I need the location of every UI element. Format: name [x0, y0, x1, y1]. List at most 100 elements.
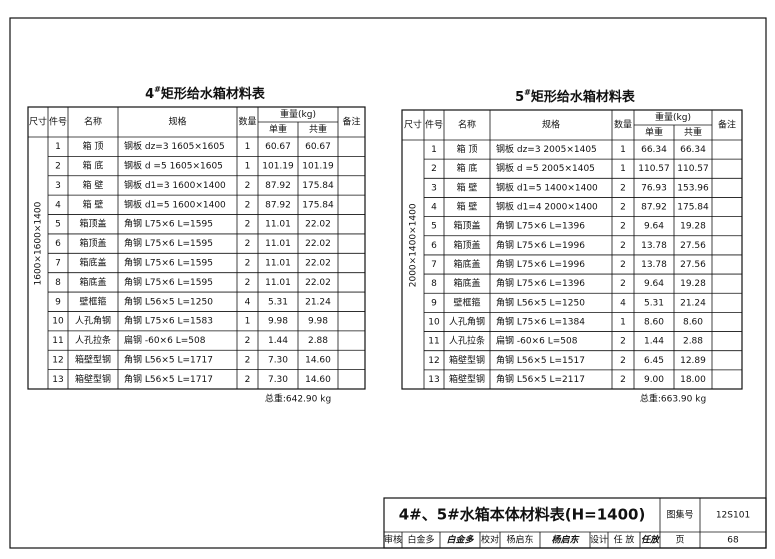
table-cell: 10: [52, 317, 64, 327]
table-cell: 12: [52, 355, 63, 365]
table-cell: 2: [245, 181, 251, 191]
title-block-cell: 校对: [481, 534, 499, 546]
title-part: 矩形给水箱材料表: [160, 86, 266, 102]
signature: 任放: [641, 535, 661, 546]
table-cell: 箱 底: [457, 162, 478, 174]
table-cell: 66.34: [680, 145, 706, 155]
table-cell: 人孔角钢: [449, 315, 485, 327]
table-cell: 角钢 L75×6 L=1595: [124, 257, 213, 269]
table-cell: 9: [431, 298, 437, 308]
table-cell: 11.01: [265, 278, 291, 288]
table-border: [401, 109, 743, 390]
table-cell: 101.19: [262, 162, 294, 172]
table-cell: 5: [431, 222, 437, 232]
atlas-label: 图集号: [666, 509, 693, 521]
signature: 白金多: [446, 535, 474, 546]
table-cell: 2: [620, 222, 626, 232]
title-block-cell: 杨启东: [506, 534, 533, 546]
header-cell: 备注: [718, 119, 736, 131]
table-cell: 21.24: [680, 298, 706, 308]
table-cell: 6: [55, 239, 61, 249]
table-cell: 3: [55, 181, 61, 191]
header-cell: 重量(kg): [655, 111, 691, 123]
table-cell: 7: [431, 260, 437, 270]
table-cell: 13.78: [641, 241, 667, 251]
table-cell: 角钢 L56×5 L=1717: [124, 373, 213, 385]
signature: 杨启东: [551, 535, 580, 546]
table-cell: 18.00: [680, 375, 706, 385]
table-cell: 箱 壁: [457, 181, 478, 193]
table-cell: 11.01: [265, 220, 291, 230]
table-cell: 27.56: [680, 241, 706, 251]
size-label: 1600×1600×1400: [34, 201, 44, 285]
table-cell: 27.56: [680, 260, 706, 270]
table-cell: 扁钢 -60×6 L=508: [124, 334, 206, 346]
header-cell: 重量(kg): [280, 108, 316, 120]
table-cell: 13.78: [641, 260, 667, 270]
table-cell: 87.92: [265, 181, 291, 191]
table-cell: 1.44: [644, 337, 664, 347]
table-cell: 钢板 d1=5 1600×1400: [124, 198, 226, 210]
table-cell: 12: [428, 356, 439, 366]
table-cell: 1: [620, 164, 626, 174]
table-cell: 7.30: [268, 355, 288, 365]
table-cell: 1.44: [268, 336, 288, 346]
table-cell: 角钢 L75×6 L=1384: [496, 315, 585, 327]
table-cell: 12.89: [680, 356, 706, 366]
table-cell: 角钢 L75×6 L=1595: [124, 237, 213, 249]
table-cell: 2: [245, 200, 251, 210]
table-cell: 2: [245, 239, 251, 249]
table-cell: 2: [620, 260, 626, 270]
table-cell: 钢板 d1=5 1400×1400: [496, 181, 598, 193]
table-cell: 153.96: [677, 183, 709, 193]
title-block-cell: 页: [675, 535, 684, 546]
title-block-cell: 68: [727, 536, 739, 546]
table-cell: 2: [620, 183, 626, 193]
table-cell: 角钢 L75×6 L=1996: [496, 258, 585, 270]
table-cell: 9.64: [644, 279, 664, 289]
size-label: 2000×1400×1400: [409, 203, 419, 287]
table-title: 5#矩形给水箱材料表: [515, 88, 636, 105]
table-cell: 22.02: [305, 259, 331, 269]
table-cell: 钢板 dz=3 2005×1405: [496, 143, 597, 155]
table-cell: 1: [245, 162, 251, 172]
table-cell: 21.24: [305, 297, 331, 307]
table-cell: 角钢 L75×6 L=1396: [496, 277, 585, 289]
table-cell: 箱底盖: [453, 258, 480, 270]
header-cell: 备注: [342, 116, 360, 128]
table-cell: 箱顶盖: [453, 220, 480, 232]
table-cell: 钢板 d1=4 2000×1400: [496, 201, 598, 213]
table-cell: 箱 壁: [83, 179, 104, 191]
title-block-cell: 任 放: [614, 534, 635, 546]
table-cell: 箱 底: [83, 160, 104, 172]
table-cell: 76.93: [641, 183, 667, 193]
table-cell: 19.28: [680, 279, 706, 289]
header-cell: 单重: [269, 123, 287, 135]
title-part: #: [524, 88, 531, 97]
table-cell: 66.34: [641, 145, 667, 155]
table-cell: 1: [55, 142, 61, 152]
table-cell: 5.31: [268, 297, 288, 307]
table-cell: 19.28: [680, 222, 706, 232]
title-block: [383, 497, 767, 549]
table-cell: 1: [245, 317, 251, 327]
table-cell: 2.88: [308, 336, 328, 346]
table-cell: 2: [55, 162, 61, 172]
table-cell: 箱 壁: [457, 201, 478, 213]
table-cell: 8.60: [644, 317, 664, 327]
table-cell: 箱 顶: [83, 140, 104, 152]
table-cell: 8: [431, 279, 437, 289]
table-cell: 11: [428, 337, 439, 347]
table-cell: 7: [55, 259, 61, 269]
table-cell: 175.84: [677, 203, 709, 213]
table-cell: 110.57: [677, 164, 709, 174]
table-cell: 角钢 L56×5 L=1517: [496, 354, 585, 366]
table-cell: 角钢 L75×6 L=1595: [124, 218, 213, 230]
table-cell: 7.30: [268, 375, 288, 385]
table-cell: 角钢 L75×6 L=1595: [124, 276, 213, 288]
title-part: #: [154, 85, 161, 94]
table-cell: 14.60: [305, 355, 331, 365]
table-cell: 22.02: [305, 239, 331, 249]
table-cell: 11.01: [265, 259, 291, 269]
table-cell: 101.19: [302, 162, 334, 172]
